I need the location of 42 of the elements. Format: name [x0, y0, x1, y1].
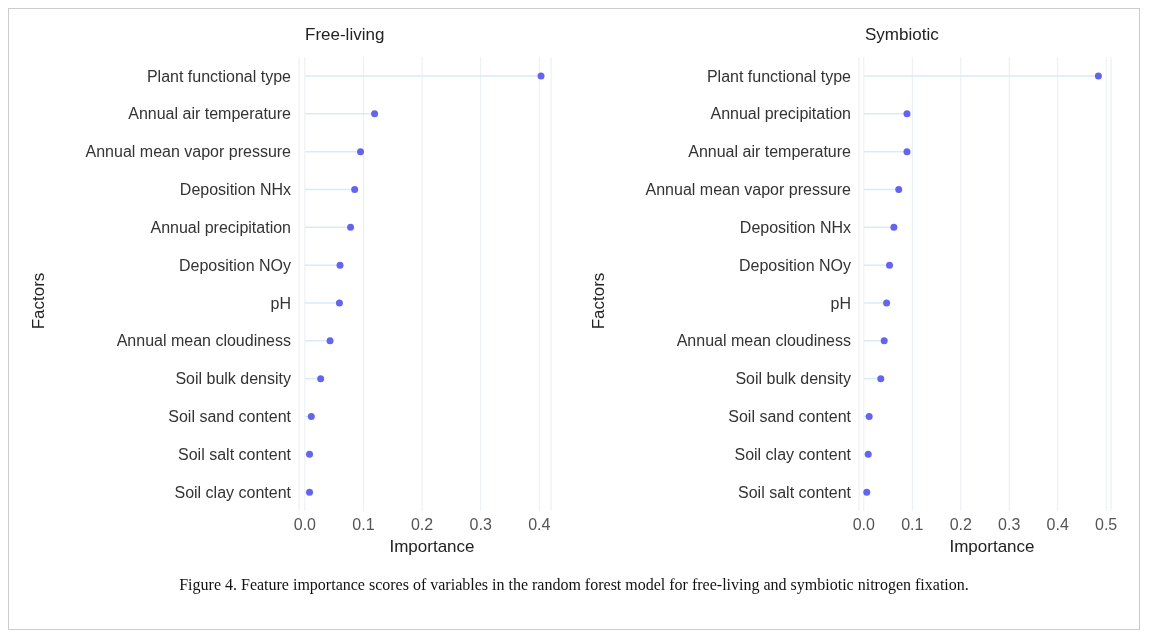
y-tick-label: Annual mean cloudiness [116, 332, 291, 350]
y-axis-title: Factors [589, 272, 609, 330]
y-tick-label: Deposition NHx [739, 218, 851, 236]
x-tick-label: 0.2 [949, 516, 972, 534]
x-tick-label: 0.1 [901, 516, 924, 534]
x-tick-label: 0.4 [1046, 516, 1069, 534]
y-tick-label: Annual precipitation [150, 218, 291, 236]
y-tick-label: pH [830, 294, 851, 312]
x-tick-label: 0.0 [293, 516, 317, 534]
y-tick-label: Soil clay content [174, 483, 292, 501]
y-tick-label: Soil salt content [738, 483, 852, 501]
y-tick-label: Soil bulk density [175, 370, 291, 388]
y-tick-label: Deposition NOy [178, 256, 291, 274]
x-axis-title: Importance [388, 537, 476, 557]
x-tick-label: 0.2 [410, 516, 434, 534]
y-axis-title: Factors [29, 272, 49, 330]
y-tick-label: Annual air temperature [688, 143, 852, 161]
y-tick-label: Deposition NOy [738, 256, 851, 274]
y-tick-label: Plant functional type [146, 67, 292, 85]
y-tick-label: Annual precipitation [710, 105, 851, 123]
y-tick-label: Annual mean vapor pressure [85, 143, 292, 161]
x-tick-label: 0.0 [852, 516, 876, 534]
x-axis-title: Importance [948, 537, 1036, 557]
y-tick-label: pH [270, 294, 291, 312]
y-tick-label: Annual mean vapor pressure [645, 181, 852, 199]
caption: Figure 4. Feature importance scores of variables in the random forest model for free-living and symbiotic nitrogen fixation. [178, 576, 970, 594]
y-tick-label: Plant functional type [706, 67, 852, 85]
y-tick-label: Annual mean cloudiness [676, 332, 851, 350]
x-tick-label: 0.3 [469, 516, 492, 534]
chart-title: Symbiotic [865, 25, 939, 45]
chart-title: Free-living [305, 25, 385, 45]
y-tick-label: Soil sand content [728, 408, 852, 426]
y-tick-label: Soil sand content [168, 408, 292, 426]
y-tick-label: Soil bulk density [735, 370, 851, 388]
x-tick-label: 0.4 [528, 516, 551, 534]
x-tick-label: 0.3 [998, 516, 1021, 534]
x-tick-label: 0.5 [1095, 516, 1118, 534]
x-tick-label: 0.1 [352, 516, 375, 534]
y-tick-label: Soil clay content [734, 445, 852, 463]
y-tick-label: Soil salt content [178, 445, 292, 463]
y-tick-label: Deposition NHx [179, 181, 291, 199]
y-tick-label: Annual air temperature [128, 105, 292, 123]
